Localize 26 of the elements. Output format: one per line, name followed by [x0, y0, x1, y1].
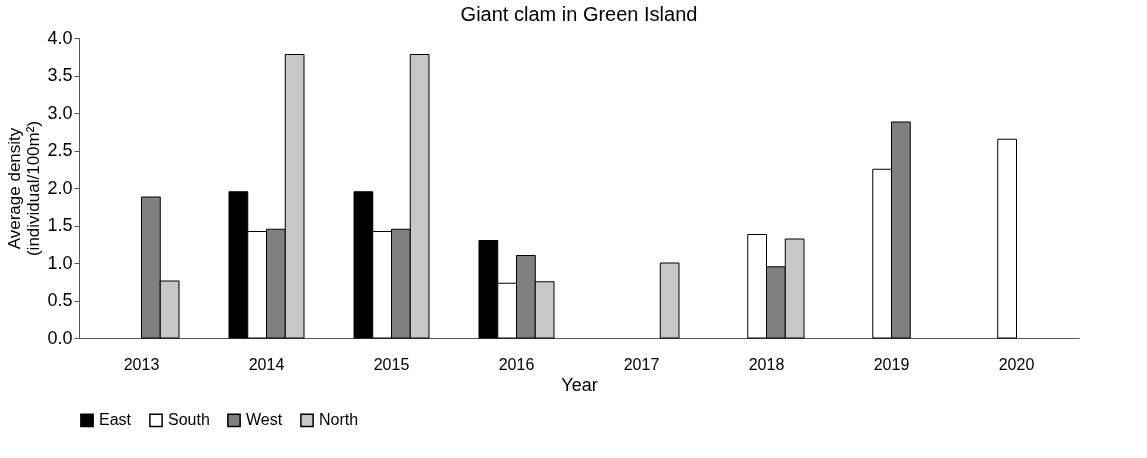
legend-label: South — [168, 411, 210, 429]
y-tick-label: 0.5 — [47, 290, 73, 310]
y-tick-label: 0.0 — [47, 327, 73, 348]
x-tick-label: 2015 — [373, 355, 410, 373]
y-axis-title: Average density (individual/100m²) — [5, 120, 44, 257]
y-tick-label: 3.5 — [47, 65, 73, 85]
x-tick-label: 2013 — [123, 355, 160, 373]
legend-label: North — [319, 411, 359, 429]
x-tick-label: 2016 — [498, 355, 535, 373]
y-tick-label: 1.5 — [47, 215, 73, 235]
y-tick-label: 1.0 — [47, 252, 73, 273]
y-tick-label: 4.0 — [47, 27, 73, 48]
bar — [659, 262, 680, 339]
chart-title: Giant clam in Green Island — [460, 3, 698, 25]
x-tick-label: 2017 — [623, 355, 660, 373]
y-tick-label: 3.0 — [47, 102, 73, 123]
legend-label: West — [246, 411, 283, 429]
legend-label: East — [99, 411, 132, 429]
x-axis-title: Year — [561, 374, 598, 395]
x-tick-label: 2019 — [873, 355, 910, 373]
x-tick-label: 2014 — [248, 355, 285, 373]
y-tick-label: 2.0 — [47, 177, 73, 198]
x-tick-label: 2018 — [748, 355, 785, 373]
x-tick-label: 2020 — [998, 355, 1035, 373]
y-tick-label: 2.5 — [47, 140, 73, 160]
bar — [997, 138, 1017, 339]
